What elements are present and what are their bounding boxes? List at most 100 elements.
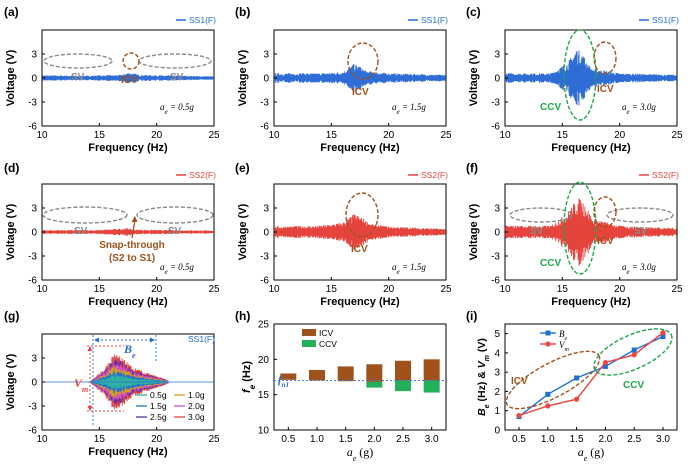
sv-ellipse-right bbox=[606, 207, 674, 223]
point-be bbox=[631, 347, 637, 353]
range-bar-icv bbox=[337, 366, 354, 382]
sv-label: SV bbox=[170, 72, 184, 83]
sv-ellipse-right bbox=[138, 53, 212, 69]
legend-label: SS2(F) bbox=[652, 170, 679, 180]
y-tick-label: 15 bbox=[258, 390, 270, 401]
panel-a: (a) SS1(F) SV SV ICV ae = 0.5g 10 15 20 25 -… bbox=[4, 5, 220, 154]
plot-frame bbox=[504, 323, 678, 431]
axes: 10 15 20 25 -6 -3 0 3 Frequency (Hz) Voltage (V) bbox=[468, 203, 683, 308]
legend-label-icv: ICV bbox=[319, 328, 334, 338]
axes: 10 15 20 25 -6 -3 0 3 Frequency (Hz) Voltage (V) bbox=[237, 203, 452, 308]
y-axis-label: Voltage (V) bbox=[468, 49, 480, 106]
x-tick-label: 10 bbox=[36, 434, 48, 445]
x-tick-label: 15 bbox=[326, 130, 338, 141]
range-bar-icv bbox=[280, 373, 297, 380]
sv-label: SV bbox=[71, 72, 85, 83]
y-tick-label: -6 bbox=[28, 426, 37, 437]
legend-label: 1.5g bbox=[150, 401, 167, 411]
sv-ellipse-right bbox=[136, 206, 214, 224]
range-bar-icv bbox=[423, 359, 440, 381]
icv-label: ICV bbox=[597, 236, 614, 247]
legend-swatch-icv bbox=[302, 329, 316, 336]
y-tick-label: -3 bbox=[491, 98, 500, 109]
y-axis-label: Be (Hz) & Vm (V) bbox=[476, 338, 491, 416]
axes: 0.5 1.0 1.5 2.0 2.5 3.0 0 1 2 3 4 5 ae (g) Be (Hz) & … bbox=[476, 329, 670, 462]
ccv-label: CCV bbox=[540, 102, 561, 113]
ccv-ellipse bbox=[563, 29, 597, 121]
y-tick-label: -6 bbox=[28, 276, 37, 287]
y-tick-label: 0 bbox=[494, 228, 500, 239]
panel-label: (d) bbox=[4, 161, 19, 175]
acceleration-label: ae = 1.5g bbox=[392, 102, 426, 116]
icv-label: ICV bbox=[352, 87, 369, 98]
acceleration-label: ae = 3.0g bbox=[622, 262, 656, 276]
x-tick-label: 25 bbox=[208, 434, 220, 445]
y-tick-label: -3 bbox=[491, 252, 500, 263]
x-tick-label: 15 bbox=[557, 284, 569, 295]
series-line-be bbox=[518, 335, 664, 418]
panel-label: (g) bbox=[4, 309, 19, 323]
fn1-label: fn1 bbox=[278, 374, 289, 389]
x-tick-label: 20 bbox=[151, 284, 163, 295]
y-tick-label: 3 bbox=[494, 204, 500, 215]
y-tick-label: 10 bbox=[258, 426, 270, 437]
legend-label-be: Be bbox=[559, 329, 568, 342]
acceleration-label: ae = 0.5g bbox=[160, 102, 194, 116]
range-bar-ccv bbox=[395, 380, 411, 392]
x-tick-label: 25 bbox=[671, 284, 683, 295]
range-bar-ccv bbox=[423, 380, 440, 393]
y-tick-label: 3 bbox=[494, 50, 500, 61]
panel-i: (i) 0.5 1.0 1.5 2.0 2.5 3.0 0 1 2 3 4 5 ae (g) Be (Hz… bbox=[466, 309, 678, 463]
range-bar-icv bbox=[366, 364, 383, 382]
ccv-label: CCV bbox=[623, 380, 644, 391]
sv-ellipse-left bbox=[509, 207, 573, 223]
x-tick-label: 15 bbox=[94, 284, 106, 295]
legend-label: SS1(F) bbox=[421, 15, 448, 25]
point-vm bbox=[660, 330, 666, 336]
legend-marker-be bbox=[545, 330, 551, 336]
x-axis-label: Frequency (Hz) bbox=[88, 296, 168, 308]
panel-c: (c) SS1(F) ICV CCV ae = 3.0g 10 15 20 25 -6 -… bbox=[466, 5, 683, 154]
panel-label: (e) bbox=[235, 161, 250, 175]
vm-arrow-head bbox=[87, 406, 93, 411]
x-tick-label: 15 bbox=[94, 434, 106, 445]
y-tick-label: 0 bbox=[31, 74, 37, 85]
sv-label: SV bbox=[634, 226, 648, 237]
y-axis-label: Voltage (V) bbox=[5, 203, 17, 260]
be-arrow-head bbox=[150, 337, 155, 343]
y-tick-label: -6 bbox=[491, 122, 500, 133]
x-axis-label: Frequency (Hz) bbox=[551, 296, 631, 308]
x-tick-label: 0.5 bbox=[281, 434, 295, 445]
point-vm bbox=[602, 359, 609, 366]
x-tick-label: 1.0 bbox=[541, 434, 555, 445]
x-tick-label: 0.5 bbox=[512, 434, 526, 445]
panel-b: (b) SS1(F) ICV ae = 1.5g 10 15 20 25 -6 -3 0 3 F… bbox=[235, 5, 452, 154]
x-axis-label: ae (g) bbox=[578, 445, 605, 463]
x-tick-label: 25 bbox=[671, 130, 683, 141]
x-tick-label: 1.5 bbox=[570, 434, 584, 445]
icv-ellipse bbox=[593, 41, 617, 75]
x-tick-label: 10 bbox=[268, 284, 280, 295]
legend-label: 0.5g bbox=[150, 390, 167, 400]
point-be bbox=[574, 375, 580, 381]
x-tick-label: 20 bbox=[614, 130, 626, 141]
x-tick-label: 1.5 bbox=[339, 434, 353, 445]
icv-label: ICV bbox=[597, 84, 614, 95]
voltage-trace bbox=[505, 198, 677, 266]
voltage-trace bbox=[42, 354, 214, 410]
y-tick-label: -6 bbox=[28, 122, 37, 133]
point-vm bbox=[545, 403, 551, 409]
y-axis-label: Voltage (V) bbox=[237, 49, 249, 106]
legend-label: SS2(F) bbox=[421, 170, 448, 180]
legend-marker-vm bbox=[545, 341, 551, 347]
x-axis-label: Frequency (Hz) bbox=[88, 446, 168, 458]
axes: 10 15 20 25 -6 -3 0 3 Frequency (Hz) Voltage (V) bbox=[5, 353, 220, 458]
x-tick-label: 15 bbox=[326, 284, 338, 295]
y-tick-label: -3 bbox=[28, 402, 37, 413]
point-be bbox=[545, 391, 551, 397]
line-series bbox=[516, 330, 666, 420]
x-tick-label: 2.0 bbox=[598, 434, 612, 445]
legend-label: SS2(F) bbox=[189, 170, 216, 180]
legend-label: 2.5g bbox=[150, 412, 167, 422]
point-vm bbox=[516, 412, 522, 419]
